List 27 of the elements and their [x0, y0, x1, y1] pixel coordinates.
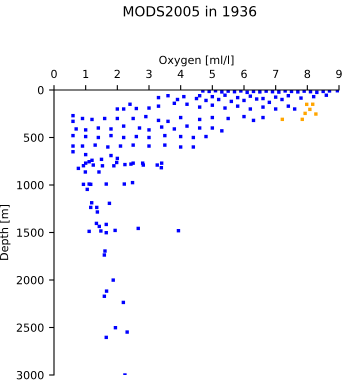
x-tick-label: 1 [83, 70, 88, 78]
x-tick-label: 4 [178, 70, 184, 78]
x-tick-label: 8 [304, 70, 310, 78]
point [300, 118, 304, 122]
point [311, 102, 314, 106]
point [280, 118, 284, 122]
y-tick-label: 0 [38, 86, 44, 94]
y-tick-label: 500 [24, 133, 44, 142]
point [305, 102, 308, 106]
y-tick-label: 3000 [16, 370, 44, 380]
chart-title: MODS2005 in 1936 [124, 6, 256, 17]
x-tick-label: 2 [114, 70, 120, 78]
y-tick-label: 1000 [17, 180, 44, 190]
point [314, 112, 318, 116]
y-tick-label: 1500 [17, 228, 44, 237]
x-tick-label: 9 [336, 70, 342, 78]
y-tick-label: 2000 [16, 276, 44, 284]
point [303, 112, 307, 116]
x-tick-label: 0 [51, 70, 57, 78]
y-axis-title: Depth [m] [0, 205, 10, 260]
point [308, 108, 312, 112]
x-axis-title: Oxygen [ml/l] [159, 56, 234, 66]
x-tick-label: 6 [241, 70, 247, 78]
y-tick-label: 2500 [16, 323, 44, 332]
x-tick-label: 5 [210, 70, 215, 78]
x-tick-label: 3 [146, 70, 152, 78]
x-tick-label: 7 [273, 70, 278, 78]
